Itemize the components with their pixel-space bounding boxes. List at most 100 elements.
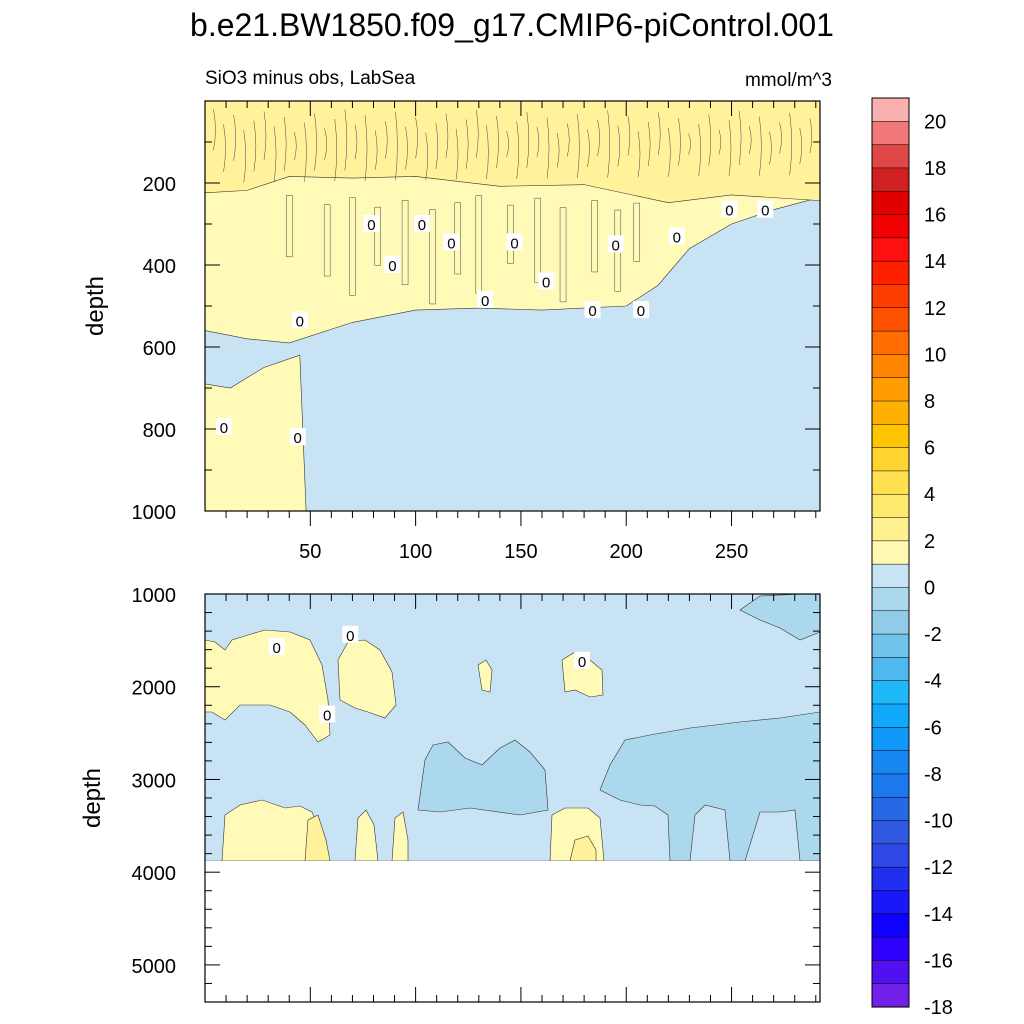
- contour-streak: [354, 124, 358, 160]
- y-tick-label: 1000: [132, 585, 177, 607]
- colorbar-label: 4: [924, 484, 935, 506]
- contour-streak: [285, 195, 293, 258]
- contour-streak: [546, 117, 550, 179]
- colorbar-swatch: [871, 260, 910, 286]
- contour-streak: [516, 121, 519, 179]
- colorbar-label: 18: [924, 158, 946, 180]
- colorbar-label: -18: [924, 997, 953, 1019]
- colorbar-swatch: [871, 470, 910, 495]
- colorbar-swatch: [871, 983, 910, 1008]
- contour-label-bg: [632, 301, 649, 319]
- contour-streak: [738, 110, 742, 165]
- colorbar-label: -4: [924, 671, 942, 693]
- contour-streak: [779, 122, 782, 154]
- contour-label-bg: [584, 301, 601, 319]
- contour-streak: [678, 118, 681, 166]
- colorbar-swatch: [871, 144, 910, 169]
- contour-label-bg: [443, 233, 460, 251]
- colorbar-swatch: [871, 703, 910, 728]
- contour-label-bg: [477, 290, 494, 308]
- x-tick-label: 250: [715, 541, 748, 563]
- colorbar-swatch: [871, 680, 910, 705]
- contour-streak: [759, 116, 762, 176]
- contour-label-bg: [363, 215, 380, 232]
- contour-streak: [591, 200, 598, 273]
- colorbar-label: 14: [924, 251, 946, 273]
- colorbar-swatch: [871, 190, 910, 216]
- y-tick-label: 5000: [132, 956, 177, 978]
- y-tick-label: 1000: [132, 502, 177, 524]
- colorbar-swatch: [871, 424, 910, 449]
- contour-streak: [475, 195, 483, 294]
- colorbar-label: 16: [924, 205, 946, 227]
- colorbar-swatch: [871, 960, 910, 985]
- chart-title: b.e21.BW1850.f09_g17.CMIP6-piControl.001: [190, 7, 834, 43]
- colorbar-label: 12: [924, 298, 946, 320]
- colorbar-swatch: [871, 493, 910, 519]
- colorbar-swatch: [871, 563, 910, 589]
- contour-label-bg: [384, 256, 401, 273]
- contour-label: 0: [447, 235, 455, 252]
- contour-streak: [435, 123, 439, 170]
- contour-streak: [698, 123, 701, 177]
- contour-label-bg: [607, 235, 624, 253]
- contour-label-bg: [215, 417, 232, 435]
- colorbar-swatch: [871, 587, 910, 612]
- contour-streak: [294, 132, 297, 161]
- contour-label: 0: [510, 235, 518, 252]
- contour-streak: [455, 128, 459, 180]
- y-tick-label: 400: [143, 256, 176, 278]
- contour-streak: [476, 109, 479, 158]
- contour-streak: [658, 112, 661, 156]
- colorbar-label: -8: [924, 764, 942, 786]
- colorbar-swatch: [871, 936, 910, 961]
- contour-label: 0: [612, 238, 620, 255]
- lower-negative-mid-fill-center: [417, 739, 549, 816]
- contour-streak: [536, 127, 540, 157]
- contour-label-bg: [342, 625, 359, 643]
- contour-streak: [809, 118, 813, 154]
- contour-streak: [425, 132, 428, 181]
- contour-streak: [534, 197, 542, 283]
- colorbar-label: -16: [924, 950, 953, 972]
- contour-streak: [344, 109, 348, 171]
- colorbar-swatch: [871, 540, 910, 565]
- colorbar-swatch: [871, 750, 910, 775]
- colorbar-swatch: [871, 167, 910, 192]
- contour-label-bg: [319, 705, 336, 723]
- colorbar-swatch: [871, 214, 910, 239]
- colorbar-label: -10: [924, 811, 953, 833]
- lower-positive-fill-small: [477, 659, 493, 693]
- y-tick-label: 600: [143, 338, 176, 360]
- units-label: mmol/m^3: [745, 70, 832, 91]
- contour-streak: [627, 116, 631, 156]
- contour-streak: [223, 124, 226, 172]
- y-tick-label: 4000: [132, 863, 177, 885]
- x-tick-label: 100: [399, 541, 432, 563]
- contour-streak: [617, 125, 621, 167]
- contour-label-bg: [757, 200, 774, 218]
- contour-label-bg: [574, 651, 591, 669]
- contour-streak: [633, 202, 641, 262]
- contour-streak: [401, 199, 409, 285]
- contour-streak: [323, 204, 331, 277]
- colorbar-swatch: [871, 820, 910, 845]
- contour-streak: [607, 110, 610, 178]
- contour-streak: [708, 114, 712, 166]
- contour-label-bg: [413, 215, 430, 232]
- contour-label: 0: [367, 217, 375, 234]
- colorbar-label: -2: [924, 624, 942, 646]
- contour-label: 0: [542, 274, 550, 291]
- lower-panel: 1000 2000 3000 4000 5000 0 0 0 0 depth: [79, 585, 821, 1003]
- contour-streak: [314, 113, 317, 171]
- contour-label: 0: [725, 203, 733, 220]
- contour-label-bg: [506, 233, 523, 251]
- contour-streak: [526, 112, 530, 168]
- contour-label: 0: [761, 203, 769, 220]
- colorbar-label: 20: [924, 111, 946, 133]
- contour-label: 0: [293, 430, 301, 447]
- y-tick-label: 800: [143, 420, 176, 442]
- contour-label-bg: [291, 311, 308, 329]
- contour-label: 0: [481, 293, 489, 310]
- contour-streak: [395, 111, 398, 181]
